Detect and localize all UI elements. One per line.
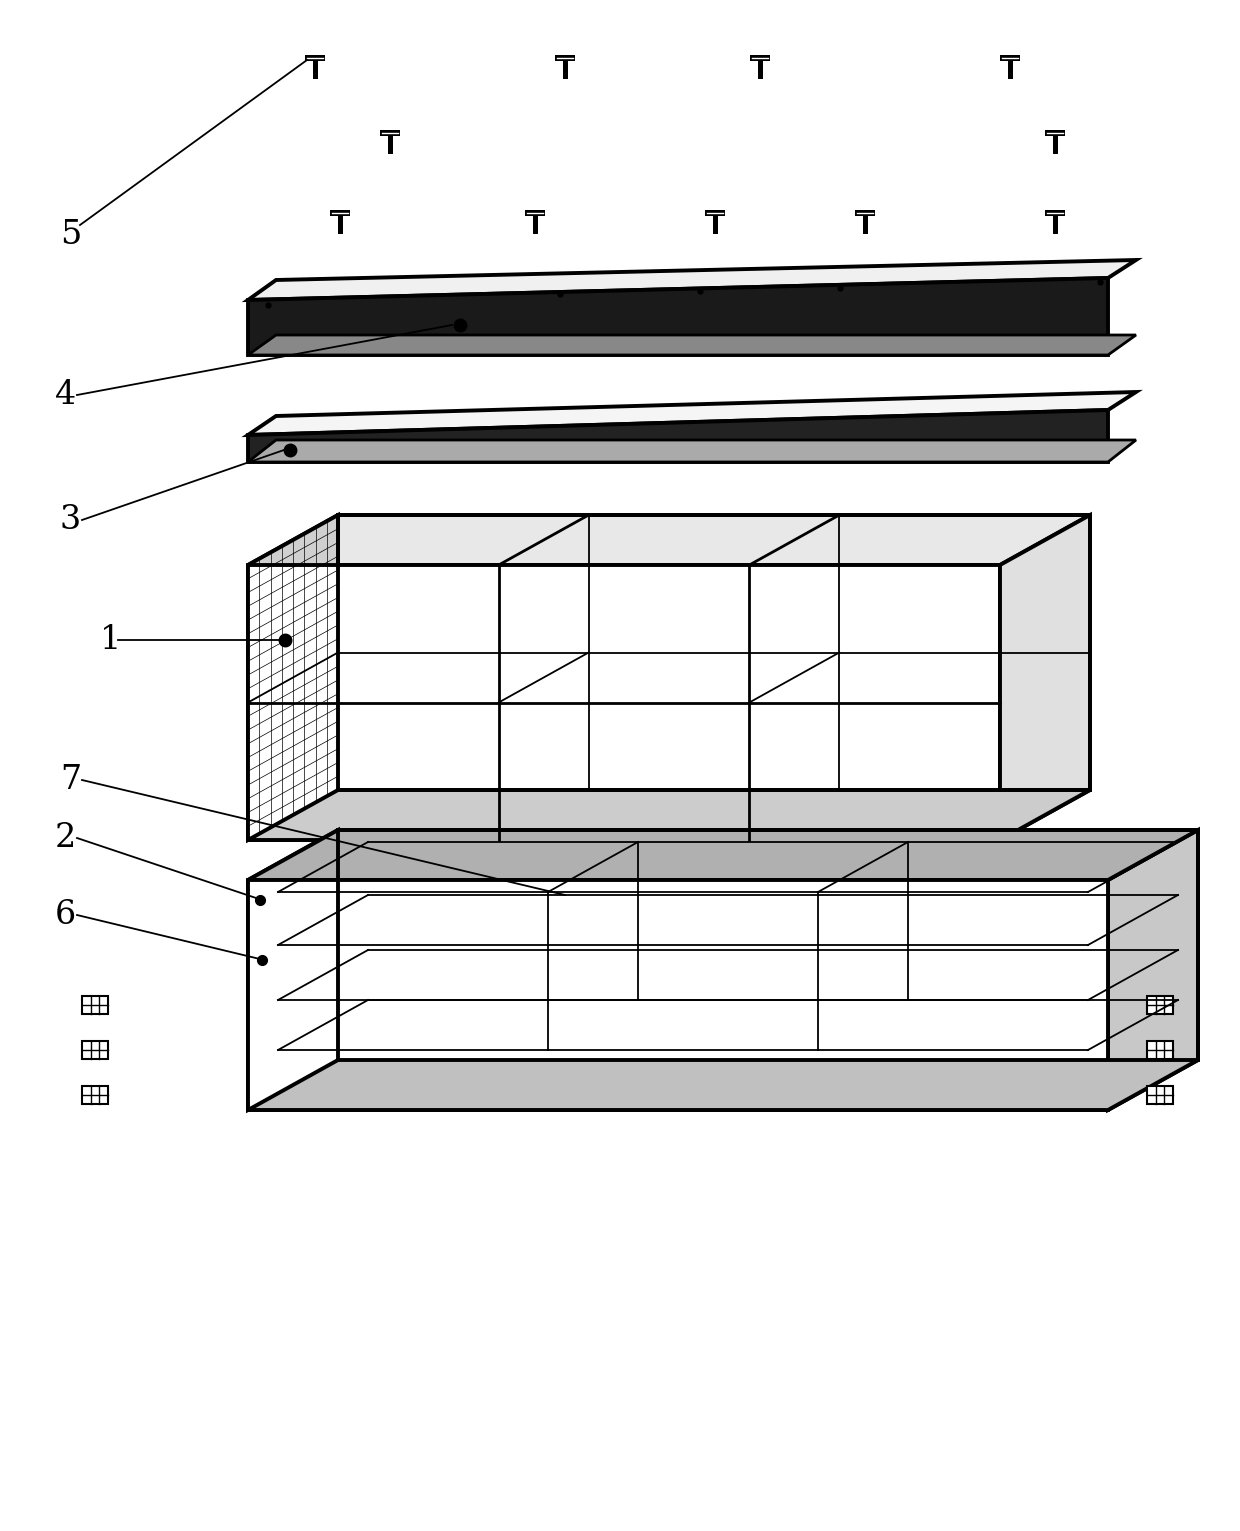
Bar — [713, 216, 718, 234]
Bar — [758, 61, 763, 80]
Text: 3: 3 — [60, 504, 82, 536]
Bar — [1147, 997, 1173, 1014]
Bar — [525, 210, 546, 216]
Bar — [1045, 210, 1065, 216]
Text: 5: 5 — [60, 219, 82, 251]
Polygon shape — [248, 392, 1136, 435]
Text: 6: 6 — [55, 899, 76, 931]
Polygon shape — [248, 790, 1090, 841]
Polygon shape — [248, 880, 1109, 1110]
Polygon shape — [248, 514, 339, 841]
Polygon shape — [248, 439, 1136, 462]
Bar — [82, 1085, 108, 1104]
Polygon shape — [248, 830, 1198, 880]
Bar — [1045, 130, 1065, 136]
Bar — [1053, 136, 1058, 155]
Bar — [1147, 1041, 1173, 1059]
Polygon shape — [248, 335, 1136, 355]
Polygon shape — [248, 410, 1109, 462]
Polygon shape — [248, 565, 999, 841]
Bar — [999, 55, 1021, 61]
Text: 1: 1 — [100, 625, 122, 655]
Bar — [1147, 1085, 1173, 1104]
Bar — [312, 61, 317, 80]
Bar — [532, 216, 537, 234]
Bar — [379, 130, 401, 136]
Bar — [305, 55, 325, 61]
Polygon shape — [248, 1059, 1198, 1110]
Polygon shape — [1109, 830, 1198, 1110]
Bar — [563, 61, 568, 80]
Polygon shape — [248, 260, 1136, 300]
Bar — [1053, 216, 1058, 234]
Bar — [556, 55, 575, 61]
Bar — [337, 216, 342, 234]
Polygon shape — [248, 514, 1090, 565]
Bar — [750, 55, 770, 61]
Bar — [330, 210, 350, 216]
Bar — [856, 210, 875, 216]
Polygon shape — [248, 279, 1109, 355]
Bar — [706, 210, 725, 216]
Text: 4: 4 — [55, 380, 76, 410]
Bar — [387, 136, 393, 155]
Text: 7: 7 — [60, 764, 81, 796]
Bar — [82, 997, 108, 1014]
Polygon shape — [999, 514, 1090, 841]
Bar — [82, 1041, 108, 1059]
Text: 2: 2 — [55, 822, 76, 854]
Bar — [863, 216, 868, 234]
Polygon shape — [248, 830, 339, 1110]
Bar — [1007, 61, 1013, 80]
